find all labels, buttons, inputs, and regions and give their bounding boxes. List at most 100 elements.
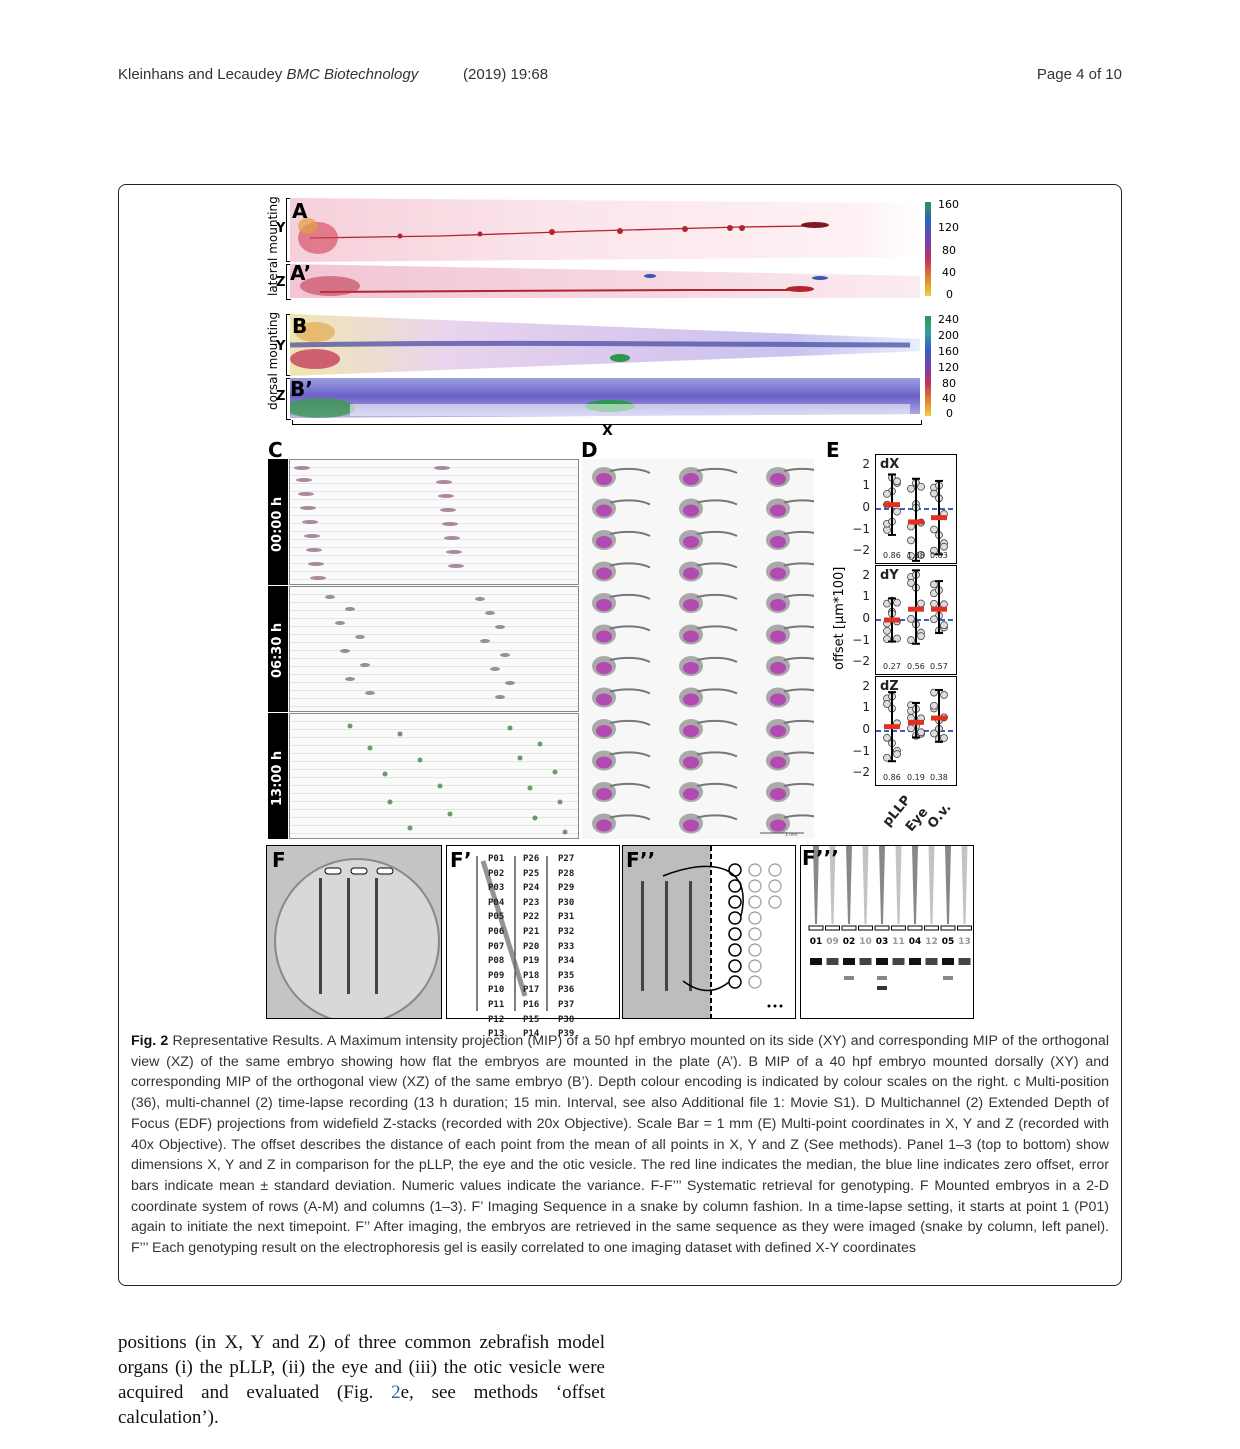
gel-lane-label: 01 xyxy=(810,937,823,947)
header-authors: Kleinhans and Lecaudey xyxy=(118,66,283,83)
data-point xyxy=(883,489,891,498)
data-point xyxy=(907,579,915,587)
timepoint-label: 13:00 h xyxy=(270,750,285,806)
offset-subplot: dZ 0.86 0.19 0.38 xyxy=(875,676,957,786)
electrophoresis-gel: 01 09 02 10 03 11 04 12 05 13 xyxy=(800,845,974,1019)
data-point xyxy=(930,729,938,738)
well-position-label: P30 xyxy=(558,897,575,908)
embryo-thumbnail xyxy=(679,498,738,519)
y-tick-label: −2 xyxy=(852,543,870,558)
gel-lane: 01 xyxy=(808,846,824,965)
data-point xyxy=(930,525,938,534)
data-point xyxy=(940,691,948,699)
well-position-label: P07 xyxy=(488,941,505,952)
panel-label-f: F xyxy=(272,848,286,872)
y-tick-label: 2 xyxy=(862,456,870,471)
embryo-thumbnail xyxy=(766,624,814,645)
panel-label-b: B xyxy=(292,314,308,338)
gel-lane: 10 xyxy=(858,846,873,965)
scale-b-tick: 160 xyxy=(938,345,959,358)
embryo-thumbnail xyxy=(679,719,738,739)
gel-lane-label: 04 xyxy=(909,937,922,947)
variance-label: 0.83 xyxy=(930,551,948,560)
embryo-thumbnail xyxy=(766,656,814,676)
embryo-thumbnail xyxy=(679,593,738,613)
category-series xyxy=(883,691,901,763)
median-marker xyxy=(884,617,900,623)
y-tick-label: 0 xyxy=(862,722,870,736)
median-marker xyxy=(908,519,924,525)
body-text-start: positions (in X, Y and Z) of three commo… xyxy=(118,1332,605,1403)
figure-caption: Fig. 2 Representative Results. A Maximum… xyxy=(131,1031,1109,1259)
gel-lane-label: 11 xyxy=(892,937,905,947)
well-position-label: P09 xyxy=(488,970,505,981)
scale-a-tick: 160 xyxy=(938,198,959,211)
gel-lane-label: 02 xyxy=(843,937,856,947)
scale-a-tick: 120 xyxy=(938,221,959,234)
data-point xyxy=(893,634,901,643)
depth-colour-scale-b xyxy=(925,316,931,416)
median-marker xyxy=(931,606,947,612)
scale-b-tick: 120 xyxy=(938,361,959,374)
x-axis-label: X xyxy=(602,423,613,439)
panel-label-a: A xyxy=(292,199,308,223)
variance-label: 0.38 xyxy=(930,773,948,782)
embryo-thumbnail xyxy=(766,498,814,519)
y-tick-label: −2 xyxy=(852,654,870,669)
data-point xyxy=(883,700,891,708)
x-axis-bracket xyxy=(292,420,922,425)
figure-reference-link[interactable]: 2 xyxy=(391,1382,401,1403)
embryo-thumbnail xyxy=(766,530,814,550)
scale-bar-d-label: 1 mm xyxy=(785,832,798,838)
category-series xyxy=(883,473,901,536)
data-point xyxy=(940,621,948,630)
data-point xyxy=(893,507,901,516)
median-marker xyxy=(931,715,947,721)
timelapse-frame-1 xyxy=(289,586,579,712)
well-position-label: P18 xyxy=(523,970,540,981)
body-paragraph: positions (in X, Y and Z) of three commo… xyxy=(118,1330,605,1430)
well-position-label: P02 xyxy=(488,868,505,879)
embryo-thumbnail xyxy=(679,656,738,676)
embryo-thumbnail xyxy=(766,782,814,802)
embryo-thumbnail xyxy=(766,593,814,613)
data-point xyxy=(930,489,938,498)
scale-b-tick: 40 xyxy=(942,392,956,405)
category-series xyxy=(907,569,925,645)
gel-lane-label: 05 xyxy=(942,937,955,947)
bracket-a-prime xyxy=(286,264,291,300)
data-point xyxy=(917,551,925,559)
well-position-label: P05 xyxy=(488,912,505,923)
timepoint-bar-0 xyxy=(268,459,288,585)
y-tick-label: −1 xyxy=(852,632,870,647)
well-position-label: P06 xyxy=(488,926,505,937)
embryo-thumbnail xyxy=(592,782,651,802)
header-page-number: Page 4 of 10 xyxy=(1036,66,1122,83)
median-marker xyxy=(931,515,947,521)
data-point xyxy=(917,482,925,491)
category-series xyxy=(930,479,948,556)
median-marker xyxy=(884,724,900,730)
well-position-label: P14 xyxy=(523,1029,540,1040)
gel-lane-label: 12 xyxy=(925,937,938,947)
bracket-b-prime xyxy=(286,378,291,420)
gel-lane: 05 xyxy=(940,846,956,980)
well-position-label: P10 xyxy=(488,985,505,996)
data-point xyxy=(940,734,948,742)
embryo-thumbnail xyxy=(766,750,814,771)
data-point xyxy=(930,546,938,555)
embryo-thumbnail xyxy=(766,467,814,487)
embryo-dorsal-xz-image xyxy=(290,378,920,418)
z-axis-label-b: Z xyxy=(276,389,286,404)
well-position-label: P01 xyxy=(488,854,505,864)
well-position-label: P20 xyxy=(523,941,540,952)
variance-label: 0.57 xyxy=(930,662,948,671)
data-point xyxy=(917,599,925,608)
data-point xyxy=(940,542,948,551)
well-column-1: P01 P02 P03 P04 P05 P06 P07 P08 P09 P10 P11 P12 P13 xyxy=(488,852,504,1042)
embryo-thumbnail xyxy=(592,813,651,834)
category-series xyxy=(883,596,901,643)
pllp-lateral-line-a xyxy=(298,218,829,254)
imaging-sequence-diagram xyxy=(446,845,620,1019)
embryo-thumbnail xyxy=(592,593,651,613)
